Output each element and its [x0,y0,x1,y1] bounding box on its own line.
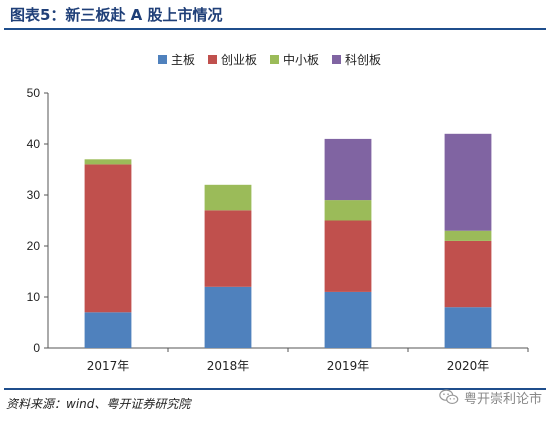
y-tick-label: 0 [33,341,40,355]
legend-label: 科创板 [345,53,381,67]
bar-2-4 [444,240,492,308]
y-tick-label: 50 [27,86,41,100]
x-tick-label: 2020年 [447,359,490,373]
x-tick-label: 2019年 [327,359,370,373]
bar-1-4 [444,307,492,348]
legend-label: 主板 [171,53,195,67]
bar-4-3 [324,138,372,201]
page-title: 图表5：新三板赴 A 股上市情况 [10,6,223,24]
watermark-text: 粤开崇利论市 [463,391,542,407]
footer-divider [4,388,546,390]
x-tick-label: 2017年 [87,359,130,373]
y-tick-label: 20 [27,239,41,253]
bar-3-1 [84,159,132,165]
legend-label: 创业板 [221,53,257,67]
header: 图表5：新三板赴 A 股上市情况 [4,0,546,30]
legend-swatch [332,55,341,64]
bar-2-2 [204,210,252,287]
wechat-icon [439,389,459,405]
bar-4-4 [444,133,492,231]
stacked-bar-chart: 0 10 20 30 40 50 2017年 2018年 2019年 2020年 主板 创业板 中小板 科… [27,52,529,373]
legend-swatch [270,55,279,64]
y-tick-label: 10 [27,290,41,304]
legend-swatch [208,55,217,64]
y-tick-label: 30 [27,188,41,202]
legend-swatch [158,55,167,64]
legend-label: 中小板 [283,52,319,67]
y-tick-label: 40 [27,137,41,151]
bar-3-2 [204,184,252,211]
source-note: 资料来源：wind、粤开证券研究院 [6,397,191,411]
x-tick-label: 2018年 [207,359,250,373]
bar-1-1 [84,312,132,348]
bar-1-3 [324,291,372,348]
bar-2-1 [84,164,132,313]
bar-3-3 [324,200,372,221]
bar-1-2 [204,286,252,348]
bar-3-4 [444,230,492,241]
bar-2-3 [324,220,372,292]
watermark: 粤开崇利论市 [438,386,542,408]
